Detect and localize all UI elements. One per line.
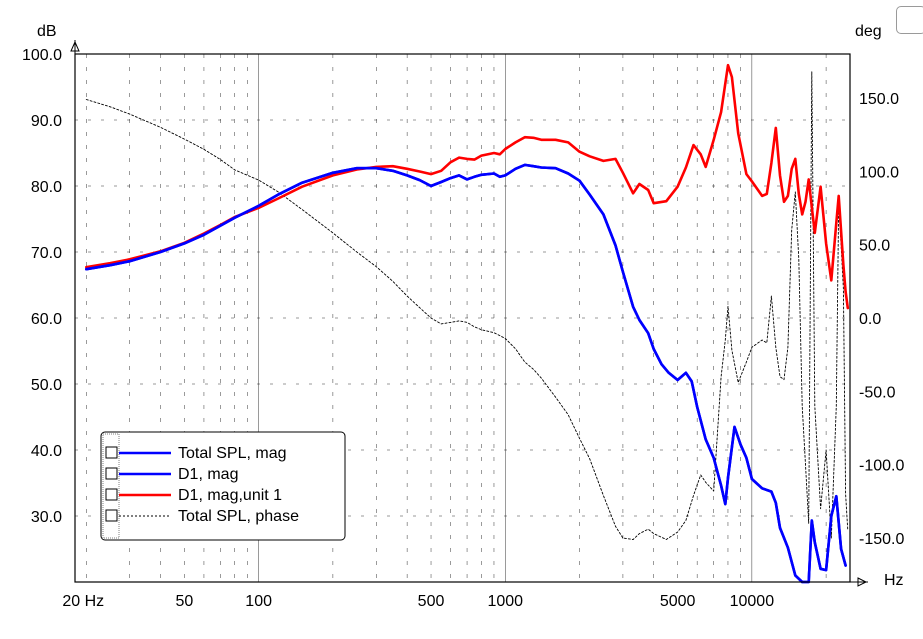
x-tick-label: 20 Hz: [62, 593, 104, 610]
plot-frame: [74, 53, 851, 583]
right-tick-label: -150.0: [859, 531, 904, 548]
left-tick-label: 70.0: [31, 245, 62, 262]
right-tick-label: -50.0: [859, 384, 896, 401]
x-axis-ticks: 20 Hz 50 100 500 1000 5000 10000: [62, 593, 774, 610]
legend-checkbox[interactable]: [105, 488, 118, 501]
left-axis-ticks: 30.0 40.0 50.0 60.0 70.0 80.0 90.0 100.0: [22, 47, 62, 526]
axis-arrows: [70, 40, 868, 587]
right-tick-label: 0.0: [859, 311, 881, 328]
x-tick-label: 100: [245, 593, 272, 610]
left-tick-label: 80.0: [31, 179, 62, 196]
right-tick-label: 150.0: [859, 91, 899, 108]
right-tick-label: -100.0: [859, 458, 904, 475]
legend-label: Total SPL, mag: [178, 445, 287, 462]
legend-label: D1, mag: [178, 466, 238, 483]
right-axis-ticks: -150.0 -100.0 -50.0 0.0 50.0 100.0 150.0: [859, 91, 904, 548]
x-tick-label: 1000: [487, 593, 523, 610]
left-tick-label: 50.0: [31, 377, 62, 394]
left-tick-label: 90.0: [31, 113, 62, 130]
right-axis-unit: deg: [855, 23, 882, 40]
x-tick-label: 5000: [660, 593, 696, 610]
x-tick-label: 500: [418, 593, 445, 610]
legend-label: D1, mag,unit 1: [178, 487, 282, 504]
left-tick-label: 100.0: [22, 47, 62, 64]
legend-checkbox[interactable]: [105, 509, 118, 522]
left-tick-label: 60.0: [31, 311, 62, 328]
right-tick-label: 100.0: [859, 164, 899, 181]
legend-box: [100, 431, 346, 541]
grid: [75, 53, 850, 582]
x-axis-arrow: [850, 577, 868, 587]
left-tick-label: 40.0: [31, 443, 62, 460]
legend: Total SPL, mag D1, mag D1, mag,unit 1 Total…: [100, 431, 346, 541]
x-axis-unit: Hz: [884, 572, 904, 589]
corner-button[interactable]: [896, 6, 923, 34]
left-tick-label: 30.0: [31, 509, 62, 526]
legend-checkbox[interactable]: [105, 467, 118, 480]
x-tick-label: 10000: [730, 593, 775, 610]
series-line-3: [85, 71, 849, 540]
legend-label: Total SPL, phase: [178, 508, 299, 525]
legend-checkbox[interactable]: [105, 446, 118, 459]
series-group: [85, 63, 850, 584]
series-line-0: [85, 163, 847, 584]
left-axis-unit: dB: [37, 23, 57, 40]
x-tick-label: 50: [176, 593, 194, 610]
y-axis-arrow: [70, 40, 80, 54]
right-tick-label: 50.0: [859, 238, 890, 255]
